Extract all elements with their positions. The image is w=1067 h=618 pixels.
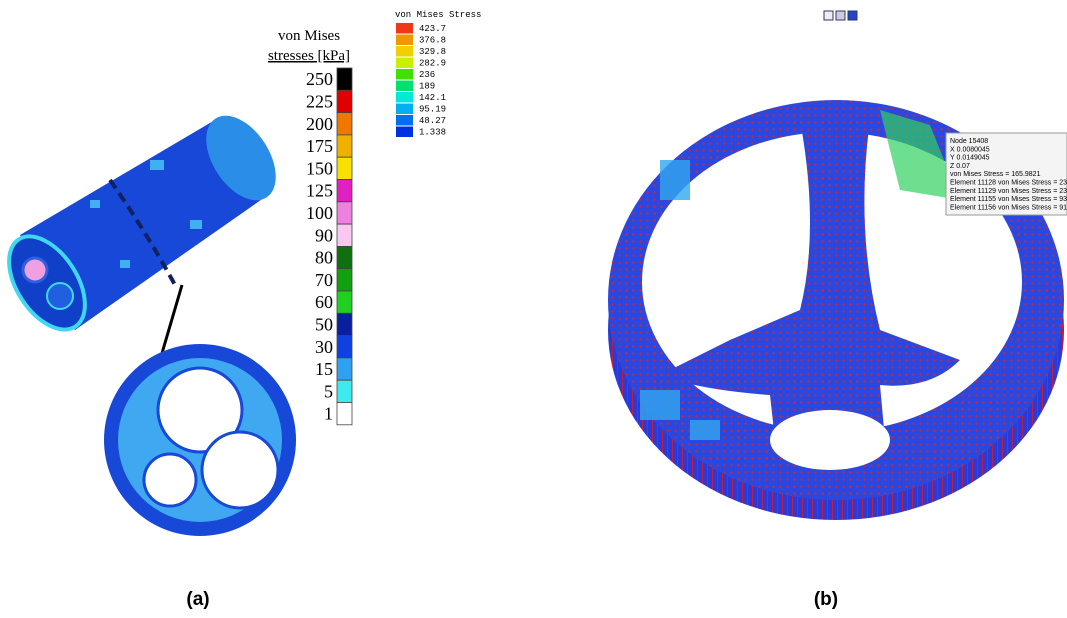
legend-swatch [337, 380, 352, 402]
figure: von Misesstresses [kPa]25022520017515012… [0, 0, 1067, 618]
legend-swatch [337, 246, 352, 268]
info-line: X 0.0080045 [950, 146, 990, 153]
legend-label: 376.8 [419, 36, 446, 46]
info-line: Element 11129 von Mises Stress = 239.8 [950, 188, 1067, 195]
legend-swatch [337, 68, 352, 90]
legend-label: 250 [306, 69, 333, 89]
info-line: von Mises Stress = 165.9821 [950, 171, 1041, 178]
legend-swatch [396, 127, 413, 138]
legend-label: 175 [306, 136, 333, 156]
legend-label: 15 [315, 359, 333, 379]
info-line: Z 0.07 [950, 163, 970, 170]
legend-swatch [337, 90, 352, 112]
info-line: Element 11156 von Mises Stress = 91.44 [950, 204, 1067, 211]
legend-swatch [337, 291, 352, 313]
info-line: Element 11155 von Mises Stress = 93.54 [950, 196, 1067, 203]
legend-swatch [337, 336, 352, 358]
legend-label: 225 [306, 91, 333, 111]
page: {"panel_a": { "legend_title": ["von Mise… [0, 0, 1067, 618]
cylinder-model [0, 103, 290, 360]
legend-label: 5 [324, 381, 333, 401]
legend-swatch [396, 104, 413, 115]
legend-label: 80 [315, 248, 333, 268]
legend-swatch [396, 69, 413, 80]
legend-swatch [337, 113, 352, 135]
info-line: Node 15408 [950, 138, 988, 145]
legend-swatch [396, 92, 413, 103]
legend-swatch [396, 46, 413, 57]
legend-swatch [337, 135, 352, 157]
info-line: Y 0.0149045 [950, 155, 990, 162]
legend-swatch [337, 202, 352, 224]
legend-swatch [337, 180, 352, 202]
legend-swatch [396, 81, 413, 92]
info-line: Element 11128 von Mises Stress = 239.9 [950, 180, 1067, 187]
legend-label: 60 [315, 292, 333, 312]
legend-label: 236 [419, 70, 435, 80]
legend-label: 142.1 [419, 93, 446, 103]
legend-label: 48.27 [419, 116, 446, 126]
legend-swatch [337, 224, 352, 246]
legend-label: 30 [315, 337, 333, 357]
legend-swatch [337, 313, 352, 335]
legend-label: 200 [306, 114, 333, 134]
legend-title: von Mises Stress [395, 10, 481, 20]
toolbar-button[interactable] [848, 11, 857, 20]
legend-label: 100 [306, 203, 333, 223]
legend-swatch [396, 35, 413, 46]
caption: (a) [186, 589, 209, 610]
legend-label: 1.338 [419, 128, 446, 138]
legend-label: 50 [315, 314, 333, 334]
legend-label: 282.9 [419, 59, 446, 69]
toolbar-button[interactable] [836, 11, 845, 20]
legend-label: 95.19 [419, 105, 446, 115]
cross-section [104, 344, 296, 536]
legend-swatch [337, 403, 352, 425]
legend-label: 70 [315, 270, 333, 290]
legend-swatch [396, 23, 413, 34]
legend-swatch [337, 358, 352, 380]
toolbar-button[interactable] [824, 11, 833, 20]
legend-swatch [337, 157, 352, 179]
legend-label: 150 [306, 158, 333, 178]
toolbar [824, 11, 857, 20]
legend-swatch [396, 58, 413, 69]
legend-title: von Mises [278, 28, 340, 44]
legend-label: 125 [306, 181, 333, 201]
legend-label: 423.7 [419, 24, 446, 34]
legend-swatch [337, 269, 352, 291]
legend-label: 1 [324, 404, 333, 424]
legend-label: 90 [315, 225, 333, 245]
legend-label: 189 [419, 82, 435, 92]
legend-swatch [396, 115, 413, 126]
legend-label: 329.8 [419, 47, 446, 57]
legend-title: stresses [kPa] [268, 48, 350, 64]
caption: (b) [814, 589, 838, 610]
